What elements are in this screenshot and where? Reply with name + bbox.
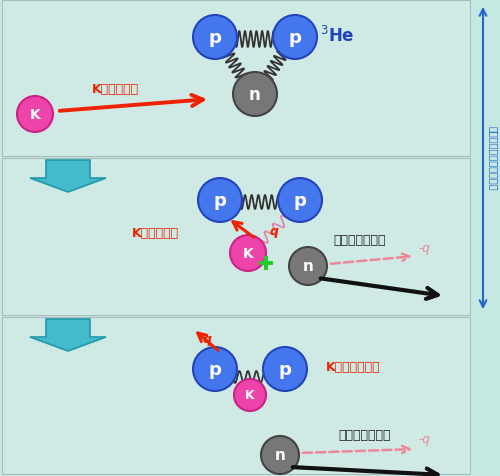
Text: K中間子核生成: K中間子核生成	[326, 361, 380, 374]
Text: K中間子反跳: K中間子反跳	[132, 227, 178, 240]
Text: n: n	[302, 259, 314, 274]
Circle shape	[193, 347, 237, 391]
Text: 前方中性子放出: 前方中性子放出	[339, 428, 391, 442]
Text: K: K	[245, 389, 255, 402]
Polygon shape	[30, 319, 106, 351]
Text: n: n	[249, 86, 261, 104]
Circle shape	[17, 97, 53, 133]
Text: p: p	[214, 192, 226, 209]
Circle shape	[289, 248, 327, 286]
Polygon shape	[30, 161, 106, 193]
Circle shape	[193, 16, 237, 60]
Text: p: p	[278, 360, 291, 378]
Circle shape	[198, 178, 242, 223]
Circle shape	[261, 436, 299, 474]
Circle shape	[234, 379, 266, 411]
Circle shape	[273, 16, 317, 60]
Circle shape	[263, 347, 307, 391]
Text: p: p	[208, 29, 222, 47]
Text: $^3$He: $^3$He	[320, 26, 354, 46]
Circle shape	[233, 73, 277, 117]
Text: 不確定原理が許す時間内: 不確定原理が許す時間内	[488, 125, 498, 190]
Text: K: K	[242, 247, 254, 260]
Text: p: p	[288, 29, 302, 47]
Circle shape	[230, 236, 266, 271]
Bar	[2, 317, 470, 474]
Circle shape	[278, 178, 322, 223]
Text: K: K	[30, 108, 40, 122]
Text: q: q	[202, 333, 211, 346]
Text: p: p	[208, 360, 222, 378]
Text: 前方中性子放出: 前方中性子放出	[334, 234, 386, 247]
Text: q: q	[270, 225, 279, 238]
Bar	[2, 1, 470, 157]
Bar	[2, 159, 470, 315]
Text: K中間子入射: K中間子入射	[92, 83, 138, 96]
Text: n: n	[274, 447, 285, 463]
Text: p: p	[294, 192, 306, 209]
Text: -q: -q	[418, 433, 430, 446]
Text: -q: -q	[418, 242, 430, 255]
